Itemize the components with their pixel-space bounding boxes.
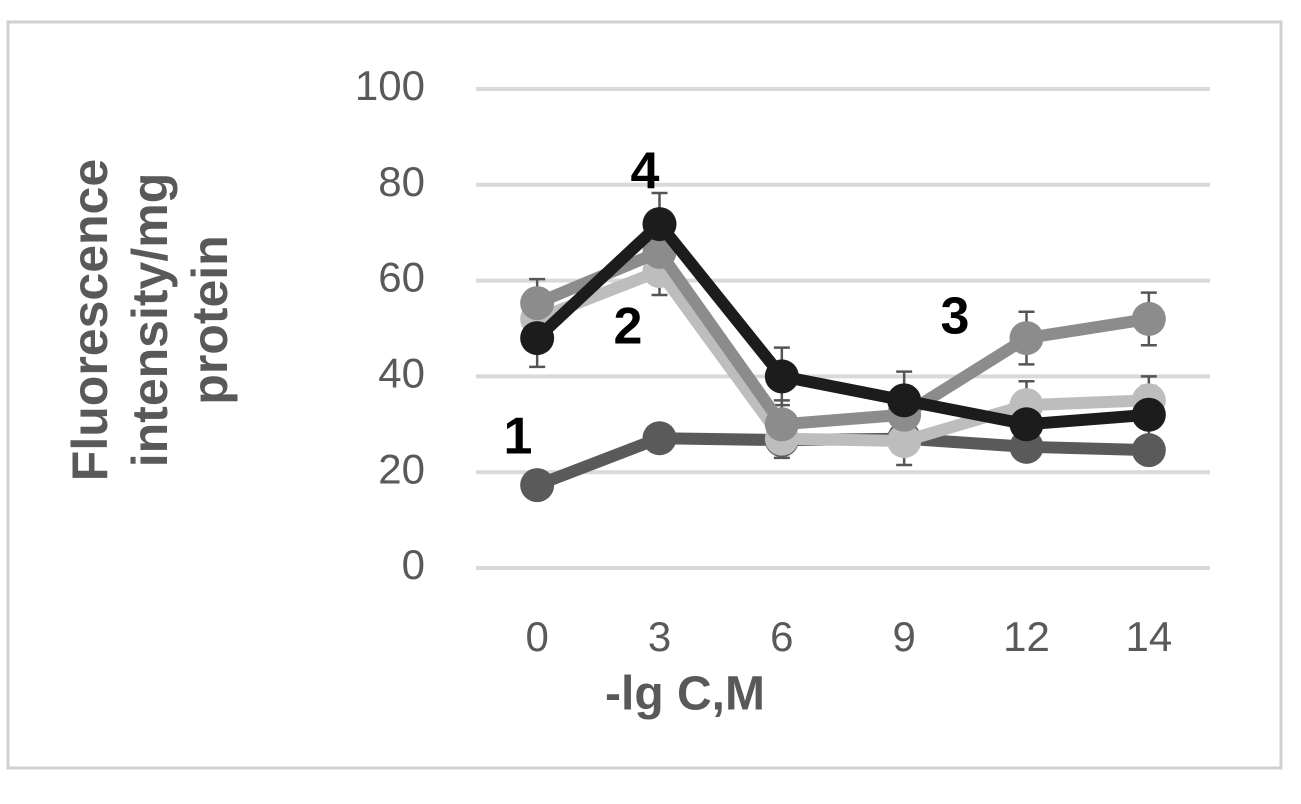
data-point <box>520 468 555 503</box>
series-line <box>534 265 1150 448</box>
series-line <box>534 245 1150 431</box>
x-tick-label: 3 <box>648 613 671 660</box>
y-tick-label: 80 <box>378 158 425 205</box>
data-point <box>1009 407 1044 442</box>
data-point <box>764 359 799 394</box>
x-axis-label: -lg C,M <box>605 668 765 721</box>
y-tick-label: 0 <box>402 541 425 588</box>
y-tick-label: 20 <box>378 445 425 492</box>
x-tick-label: 14 <box>1125 613 1172 660</box>
y-axis-label: Fluorescence intensity/mg protein <box>62 158 238 482</box>
x-tick-label: 12 <box>1003 613 1050 660</box>
x-tick-label: 9 <box>892 613 915 660</box>
y-tick-label: 100 <box>355 62 425 109</box>
series-label: 3 <box>941 288 970 346</box>
data-point <box>887 424 922 459</box>
series-label: 4 <box>631 143 660 201</box>
data-point <box>887 383 922 418</box>
data-point <box>642 207 677 242</box>
data-point <box>520 286 555 321</box>
frame <box>6 20 1283 770</box>
series-line <box>533 218 1150 431</box>
data-point <box>520 321 555 356</box>
data-point <box>642 421 677 456</box>
y-tick-label: 60 <box>378 254 425 301</box>
data-point <box>1131 433 1166 468</box>
data-point <box>1131 301 1166 336</box>
y-tick-label: 40 <box>378 349 425 396</box>
series-label: 1 <box>504 408 533 466</box>
x-tick-label: 6 <box>770 613 793 660</box>
series-label: 2 <box>614 298 643 356</box>
data-point <box>764 407 799 442</box>
data-point <box>1131 397 1166 432</box>
data-point <box>1009 321 1044 356</box>
x-tick-label: 0 <box>525 613 548 660</box>
